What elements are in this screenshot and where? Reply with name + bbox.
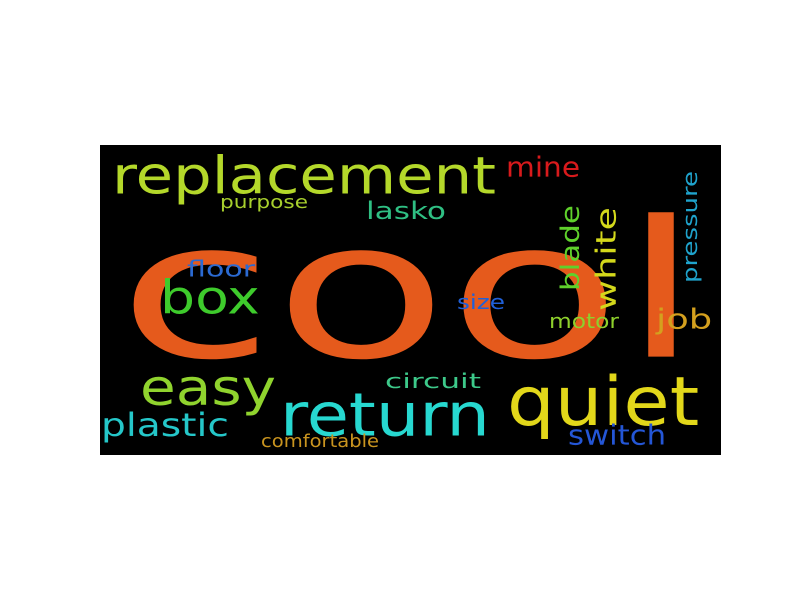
word-easy: easy [140, 358, 277, 417]
word-switch: switch [568, 418, 667, 452]
word-lasko: lasko [366, 196, 446, 225]
word-cloud: cool replacement quiet return box easy p… [100, 145, 721, 455]
word-size: size [457, 290, 505, 314]
word-floor: floor [187, 256, 256, 282]
word-return: return [280, 379, 490, 450]
word-motor: motor [549, 309, 620, 333]
word-blade: blade [554, 205, 586, 291]
word-circuit: circuit [385, 369, 482, 393]
word-replacement: replacement [112, 145, 497, 207]
word-job: job [656, 302, 713, 336]
word-cool: cool [118, 179, 701, 403]
word-box: box [160, 270, 260, 325]
word-pressure: pressure [678, 171, 702, 283]
word-comfortable: comfortable [261, 430, 380, 452]
word-mine: mine [506, 150, 581, 184]
word-purpose: purpose [220, 191, 309, 213]
word-quiet: quiet [507, 361, 700, 442]
word-white: white [589, 207, 623, 311]
word-plastic: plastic [101, 406, 229, 444]
